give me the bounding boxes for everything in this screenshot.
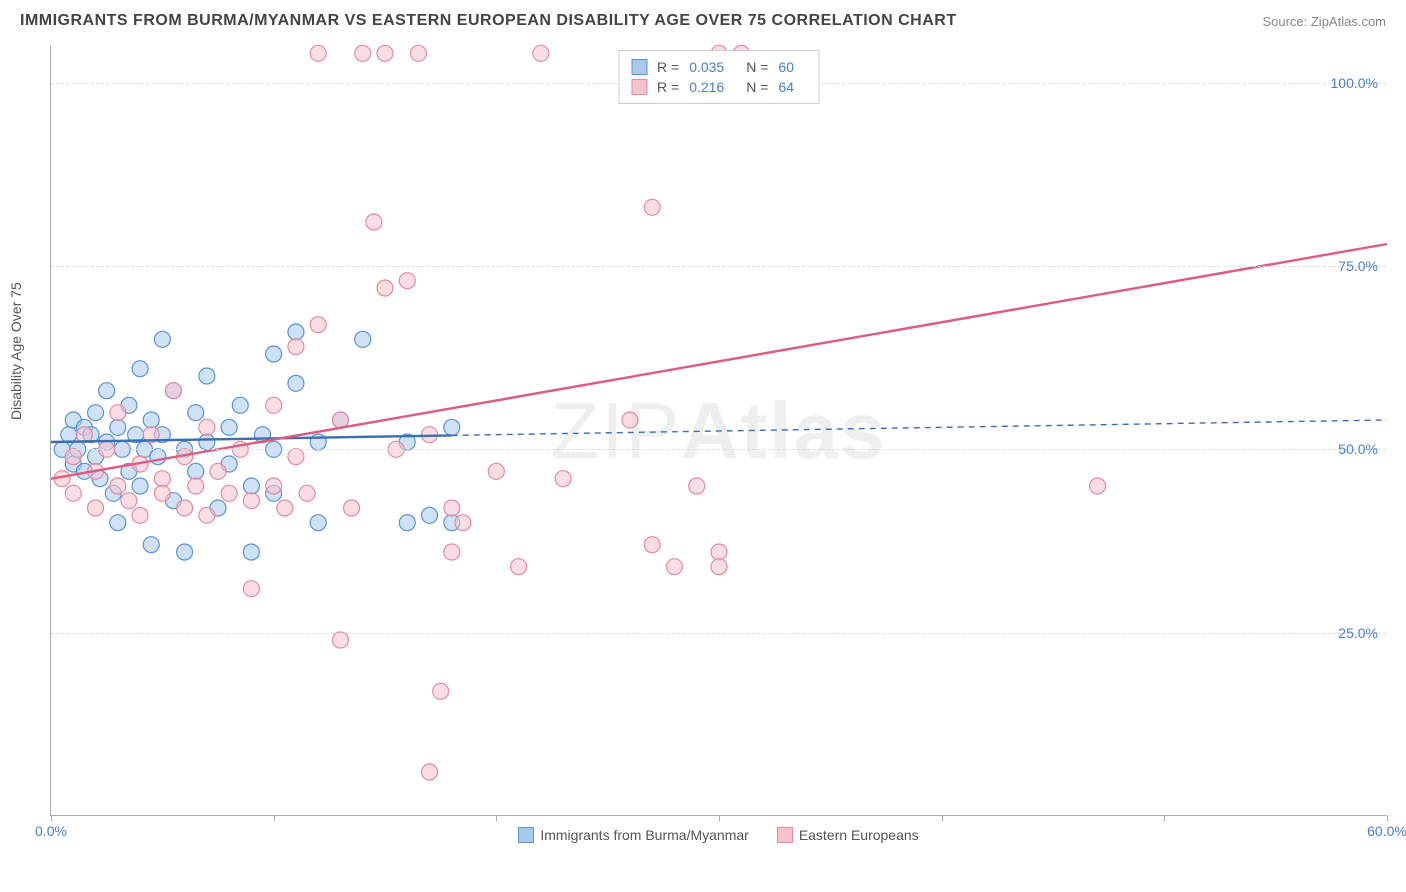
series-b-name: Eastern Europeans	[799, 827, 919, 843]
r-value-a: 0.035	[689, 59, 724, 75]
xtick-label: 60.0%	[1367, 823, 1406, 839]
ytick-label: 50.0%	[1338, 441, 1378, 457]
gridline	[51, 266, 1386, 267]
y-axis-label: Disability Age Over 75	[8, 282, 24, 420]
legend-row-series-b: R = 0.216 N = 64	[631, 77, 806, 97]
r-label: R =	[657, 59, 679, 75]
chart-area: ZIPAtlas R = 0.035 N = 60 R = 0.216 N = …	[50, 46, 1386, 816]
xtick-label: 0.0%	[35, 823, 67, 839]
scatter-plot	[51, 46, 1386, 815]
xtick	[942, 815, 943, 821]
swatch-series-b	[631, 79, 647, 95]
legend-row-series-a: R = 0.035 N = 60	[631, 57, 806, 77]
xtick	[1164, 815, 1165, 821]
legend-bottom: Immigrants from Burma/Myanmar Eastern Eu…	[51, 827, 1386, 843]
n-value-a: 60	[778, 59, 794, 75]
xtick	[51, 815, 52, 821]
xtick	[274, 815, 275, 821]
xtick	[496, 815, 497, 821]
page-title: IMMIGRANTS FROM BURMA/MYANMAR VS EASTERN…	[20, 12, 957, 30]
n-label: N =	[746, 59, 768, 75]
ytick-label: 100.0%	[1331, 75, 1378, 91]
ytick-label: 25.0%	[1338, 625, 1378, 641]
swatch-series-b	[777, 827, 793, 843]
swatch-series-a	[518, 827, 534, 843]
n-value-b: 64	[778, 79, 794, 95]
legend-item-a: Immigrants from Burma/Myanmar	[518, 827, 748, 843]
ytick-label: 75.0%	[1338, 258, 1378, 274]
legend-item-b: Eastern Europeans	[777, 827, 919, 843]
gridline	[51, 449, 1386, 450]
legend-stats: R = 0.035 N = 60 R = 0.216 N = 64	[618, 50, 819, 104]
r-label: R =	[657, 79, 679, 95]
source-label: Source: ZipAtlas.com	[1262, 14, 1386, 29]
n-label: N =	[746, 79, 768, 95]
xtick	[1387, 815, 1388, 821]
swatch-series-a	[631, 59, 647, 75]
xtick	[719, 815, 720, 821]
gridline	[51, 633, 1386, 634]
r-value-b: 0.216	[689, 79, 724, 95]
series-a-name: Immigrants from Burma/Myanmar	[540, 827, 748, 843]
